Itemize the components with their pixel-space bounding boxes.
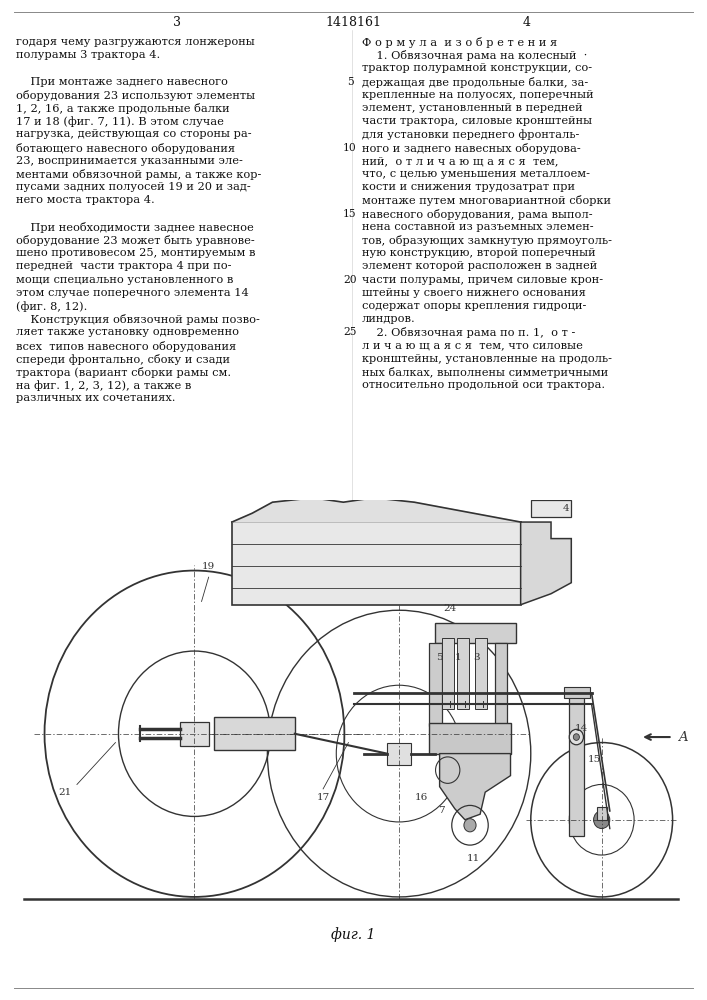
Text: ную конструкцию, второй поперечный: ную конструкцию, второй поперечный: [362, 248, 595, 258]
Text: шено противовесом 25, монтируемым в: шено противовесом 25, монтируемым в: [16, 248, 255, 258]
Text: части полурамы, причем силовые крон-: части полурамы, причем силовые крон-: [362, 275, 603, 285]
Text: монтаже путем многовариантной сборки: монтаже путем многовариантной сборки: [362, 195, 611, 206]
Text: 23, воспринимается указанными эле-: 23, воспринимается указанными эле-: [16, 156, 243, 166]
Text: крепленные на полуосях, поперечный: крепленные на полуосях, поперечный: [362, 90, 594, 100]
Text: (фиг. 8, 12).: (фиг. 8, 12).: [16, 301, 88, 312]
Text: навесного оборудования, рама выпол-: навесного оборудования, рама выпол-: [362, 209, 592, 220]
Text: 2. Обвязочная рама по п. 1,  о т -: 2. Обвязочная рама по п. 1, о т -: [362, 327, 575, 338]
Circle shape: [594, 811, 610, 829]
Text: 7: 7: [438, 806, 445, 815]
Text: 3: 3: [473, 653, 479, 662]
Polygon shape: [520, 522, 571, 605]
Text: Конструкция обвязочной рамы позво-: Конструкция обвязочной рамы позво-: [16, 314, 260, 325]
Text: оборудования 23 используют элементы: оборудования 23 используют элементы: [16, 90, 255, 101]
Text: 21: 21: [58, 788, 71, 797]
Text: 15: 15: [343, 209, 357, 219]
Bar: [429, 643, 442, 726]
Text: 14: 14: [575, 724, 588, 733]
Text: ботающего навесного оборудования: ботающего навесного оборудования: [16, 143, 235, 154]
Bar: [475, 638, 487, 709]
Text: При монтаже заднего навесного: При монтаже заднего навесного: [16, 77, 228, 87]
Text: 1, 2, 16, а также продольные балки: 1, 2, 16, а также продольные балки: [16, 103, 230, 114]
Text: спереди фронтально, сбоку и сзади: спереди фронтально, сбоку и сзади: [16, 354, 230, 365]
Text: держащая две продольные балки, за-: держащая две продольные балки, за-: [362, 77, 588, 88]
Text: 4: 4: [563, 504, 570, 513]
Polygon shape: [440, 754, 510, 820]
Text: на фиг. 1, 2, 3, 12), а также в: на фиг. 1, 2, 3, 12), а также в: [16, 380, 192, 391]
Text: 19: 19: [202, 562, 215, 571]
Text: трактора (вариант сборки рамы см.: трактора (вариант сборки рамы см.: [16, 367, 231, 378]
Text: относительно продольной оси трактора.: относительно продольной оси трактора.: [362, 380, 605, 390]
Text: л и ч а ю щ а я с я  тем, что силовые: л и ч а ю щ а я с я тем, что силовые: [362, 341, 583, 351]
Bar: [435, 623, 515, 643]
Circle shape: [464, 819, 476, 832]
Text: элемент которой расположен в задней: элемент которой расположен в задней: [362, 261, 597, 271]
Text: кронштейны, установленные на продоль-: кронштейны, установленные на продоль-: [362, 354, 612, 364]
Bar: [232, 522, 520, 605]
Bar: [442, 638, 454, 709]
Bar: [429, 723, 510, 754]
Text: A: A: [678, 731, 687, 744]
Circle shape: [569, 729, 583, 745]
Text: содержат опоры крепления гидроци-: содержат опоры крепления гидроци-: [362, 301, 586, 311]
Text: 5: 5: [346, 77, 354, 87]
Text: нена составной из разъемных элемен-: нена составной из разъемных элемен-: [362, 222, 594, 232]
Text: годаря чему разгружаются лонжероны: годаря чему разгружаются лонжероны: [16, 37, 255, 47]
Bar: [457, 638, 469, 709]
Text: 25: 25: [344, 327, 357, 337]
Polygon shape: [232, 498, 520, 522]
Bar: [564, 687, 590, 698]
Text: кости и снижения трудозатрат при: кости и снижения трудозатрат при: [362, 182, 575, 192]
Text: 15: 15: [588, 755, 601, 764]
Bar: [387, 743, 411, 765]
Text: 4: 4: [523, 15, 531, 28]
Circle shape: [573, 734, 580, 740]
Text: элемент, установленный в передней: элемент, установленный в передней: [362, 103, 583, 113]
Text: пусами задних полуосей 19 и 20 и зад-: пусами задних полуосей 19 и 20 и зад-: [16, 182, 251, 192]
Text: ляет также установку одновременно: ляет также установку одновременно: [16, 327, 239, 337]
Text: трактор полурамной конструкции, со-: трактор полурамной конструкции, со-: [362, 63, 592, 73]
Text: что, с целью уменьшения металлоем-: что, с целью уменьшения металлоем-: [362, 169, 590, 179]
Text: 3: 3: [173, 15, 181, 28]
Text: штейны у своего нижнего основания: штейны у своего нижнего основания: [362, 288, 586, 298]
Text: Ф о р м у л а  и з о б р е т е н и я: Ф о р м у л а и з о б р е т е н и я: [362, 37, 557, 48]
Text: полурамы 3 трактора 4.: полурамы 3 трактора 4.: [16, 50, 160, 60]
Text: ных балках, выполнены симметричными: ных балках, выполнены симметричными: [362, 367, 608, 378]
Text: мощи специально установленного в: мощи специально установленного в: [16, 275, 233, 285]
Text: 1: 1: [455, 653, 461, 662]
Text: 1. Обвязочная рама на колесный  ·: 1. Обвязочная рама на колесный ·: [362, 50, 588, 61]
Polygon shape: [597, 807, 607, 820]
Bar: [214, 717, 295, 750]
Text: фиг. 1: фиг. 1: [331, 928, 375, 942]
Text: него моста трактора 4.: него моста трактора 4.: [16, 195, 155, 205]
Text: 16: 16: [415, 793, 428, 802]
Text: передней  части трактора 4 при по-: передней части трактора 4 при по-: [16, 261, 231, 271]
Text: линдров.: линдров.: [362, 314, 416, 324]
Text: для установки переднего фронталь-: для установки переднего фронталь-: [362, 129, 579, 140]
Text: 5: 5: [436, 653, 443, 662]
Bar: [531, 500, 571, 517]
Text: 20: 20: [343, 275, 357, 285]
Text: 17: 17: [317, 793, 329, 802]
Text: 24: 24: [443, 604, 456, 613]
Text: ний,  о т л и ч а ю щ а я с я  тем,: ний, о т л и ч а ю щ а я с я тем,: [362, 156, 559, 166]
Text: 11: 11: [467, 854, 479, 863]
Text: ного и заднего навесных оборудова-: ного и заднего навесных оборудова-: [362, 143, 580, 154]
Text: нагрузка, действующая со стороны ра-: нагрузка, действующая со стороны ра-: [16, 129, 252, 139]
Text: 10: 10: [343, 143, 357, 153]
Text: 1418161: 1418161: [325, 15, 381, 28]
Text: этом случае поперечного элемента 14: этом случае поперечного элемента 14: [16, 288, 249, 298]
Bar: [496, 643, 508, 726]
Text: ментами обвязочной рамы, а также кор-: ментами обвязочной рамы, а также кор-: [16, 169, 262, 180]
Text: тов, образующих замкнутую прямоуголь-: тов, образующих замкнутую прямоуголь-: [362, 235, 612, 246]
Text: 17 и 18 (фиг. 7, 11). В этом случае: 17 и 18 (фиг. 7, 11). В этом случае: [16, 116, 224, 127]
Bar: [180, 722, 209, 746]
Bar: [569, 693, 585, 836]
Text: При необходимости заднее навесное: При необходимости заднее навесное: [16, 222, 254, 233]
Text: части трактора, силовые кронштейны: части трактора, силовые кронштейны: [362, 116, 592, 126]
Text: оборудование 23 может быть уравнове-: оборудование 23 может быть уравнове-: [16, 235, 255, 246]
Text: различных их сочетаниях.: различных их сочетаниях.: [16, 393, 175, 403]
Text: всех  типов навесного оборудования: всех типов навесного оборудования: [16, 341, 236, 352]
